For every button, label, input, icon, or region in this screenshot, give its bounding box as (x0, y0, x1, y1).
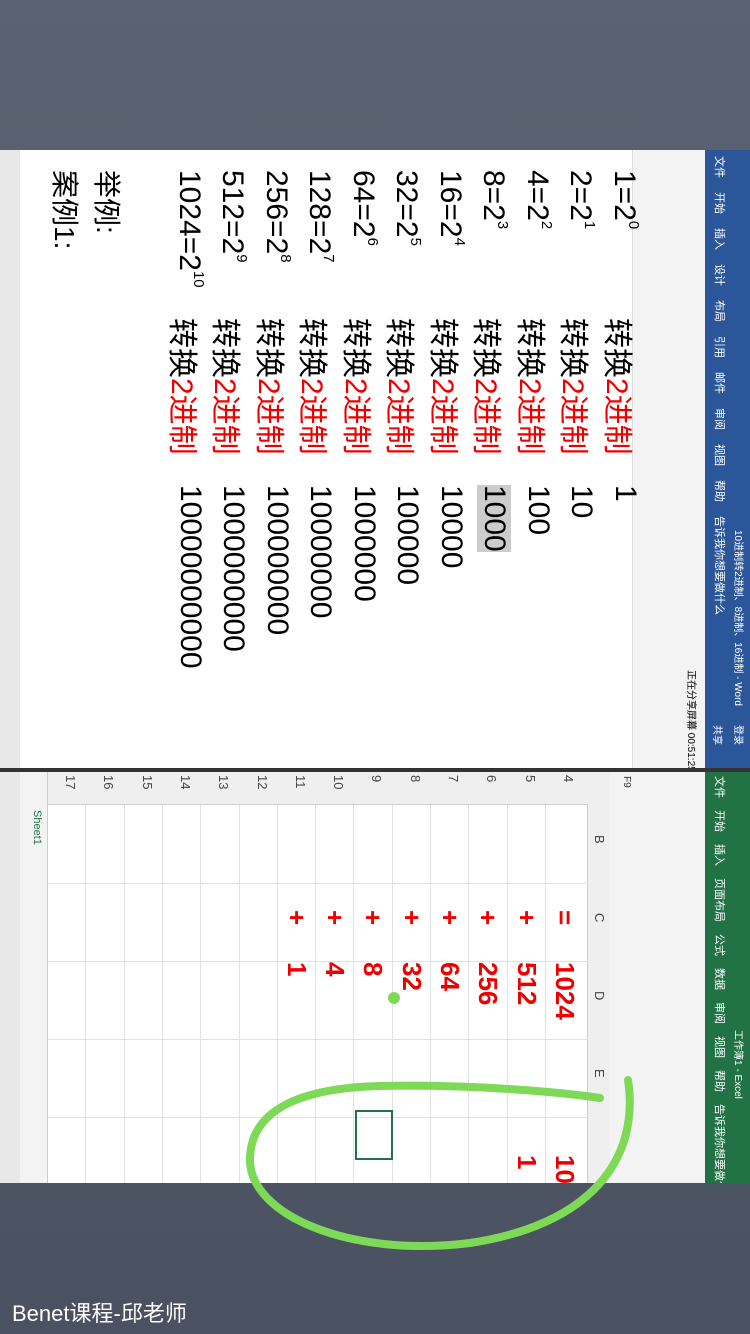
highlight-loop (245, 1076, 634, 1250)
watermark: Benet课程-邱老师 (12, 1301, 187, 1326)
pointer-dot (388, 992, 400, 1004)
